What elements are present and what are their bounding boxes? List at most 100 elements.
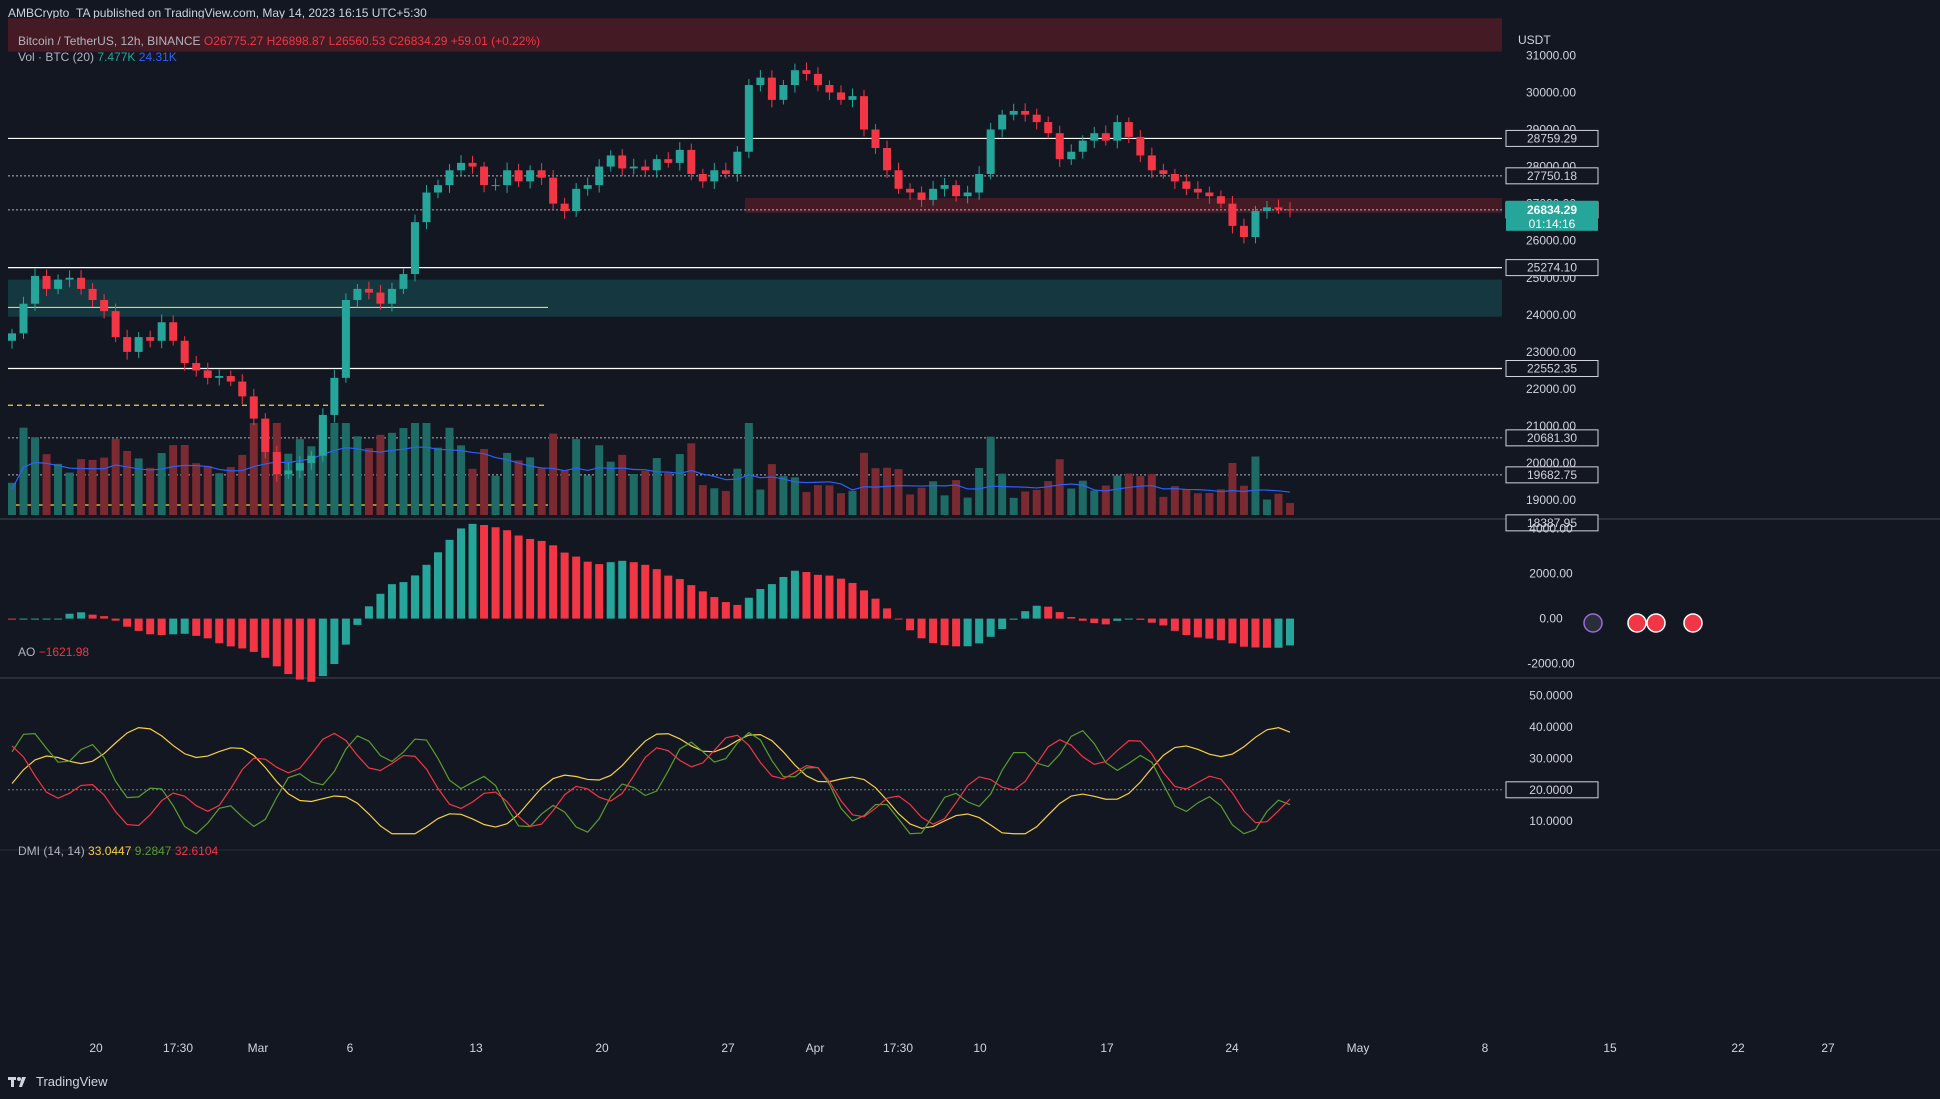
ao-bar — [595, 564, 604, 619]
volume-bar — [65, 472, 74, 515]
candle-body — [1147, 155, 1156, 171]
symbol-label[interactable]: Bitcoin / TetherUS, 12h, BINANCE — [18, 34, 201, 48]
candle-body — [192, 363, 201, 371]
volume-bar — [1078, 480, 1087, 515]
price-axis-tick: 23000.00 — [1526, 345, 1576, 359]
ao-bar — [744, 597, 753, 619]
level-label-box — [1505, 514, 1599, 532]
ao-bar — [710, 597, 719, 619]
candle-body — [721, 170, 730, 174]
volume-bar — [1136, 476, 1145, 515]
time-axis-tick: 27 — [1821, 1041, 1835, 1055]
volume-bar — [860, 452, 868, 515]
time-axis-tick: 20 — [89, 1041, 103, 1055]
level-label: 22552.35 — [1527, 361, 1577, 375]
ao-bar — [848, 582, 857, 619]
dmi-axis-tick: 30.0000 — [1529, 751, 1573, 765]
footer-brand[interactable]: TradingView — [36, 1074, 108, 1089]
candle-body — [1078, 140, 1087, 152]
time-axis-tick: 10 — [973, 1041, 987, 1055]
volume-bar — [1147, 473, 1156, 515]
candle-body — [134, 337, 143, 352]
ao-bar — [756, 589, 765, 619]
volume-bar — [1044, 481, 1053, 515]
candle-body — [100, 300, 109, 312]
level-label: 25274.10 — [1527, 261, 1577, 275]
candle-body — [146, 337, 155, 341]
candle-body — [238, 381, 247, 397]
ao-bar — [480, 525, 489, 619]
volume-bar — [1251, 456, 1260, 515]
ao-bar — [1159, 618, 1168, 626]
volume-bar — [929, 481, 938, 515]
volume-bar — [8, 482, 16, 515]
candle-body — [226, 375, 235, 382]
volume-bar — [906, 494, 915, 515]
level-label-box — [1505, 129, 1599, 147]
ao-bar — [134, 618, 143, 631]
volume-bar — [1216, 489, 1225, 515]
volume-bar — [77, 459, 86, 515]
candle-body — [8, 333, 16, 341]
level-label: 27750.18 — [1527, 169, 1577, 183]
volume-bar — [629, 474, 638, 515]
volume-bar — [1182, 489, 1191, 515]
ao-bar — [77, 612, 86, 619]
volume-bar — [698, 485, 707, 515]
flag-event-icon — [1627, 613, 1647, 633]
candle-body — [88, 288, 97, 301]
candle-body — [1239, 225, 1248, 237]
candle-body — [1228, 203, 1237, 226]
dmi-level-box — [1505, 781, 1599, 799]
volume-bar — [1286, 503, 1294, 515]
ao-bar — [491, 527, 500, 619]
candle-body — [376, 292, 385, 304]
tradingview-logo-icon — [8, 1076, 26, 1087]
candle-body — [399, 274, 408, 289]
candle-body — [468, 162, 477, 167]
candle-body — [629, 166, 638, 169]
volume-bar — [652, 458, 661, 515]
ao-bar — [100, 616, 109, 619]
ao-label[interactable]: AO — [18, 645, 36, 659]
volume-bar — [318, 423, 327, 515]
candle-body — [825, 85, 834, 93]
volume-label[interactable]: Vol · BTC (20) — [18, 50, 95, 64]
volume-bar — [1055, 459, 1064, 515]
ao-bar — [54, 618, 63, 620]
candle-body — [652, 159, 661, 171]
flag-event-icon — [1683, 613, 1703, 633]
current-price-label: 26834.29 — [1527, 203, 1577, 217]
candle-body — [664, 159, 673, 163]
candle-body — [272, 451, 281, 475]
ao-bar — [180, 618, 189, 634]
candle-body — [215, 375, 224, 378]
ao-bar — [261, 618, 270, 658]
candle-body — [583, 185, 592, 189]
candle-body — [457, 162, 466, 171]
time-axis-tick: 15 — [1603, 1041, 1617, 1055]
ao-bar — [503, 530, 512, 619]
volume-bar — [399, 428, 408, 515]
candle-body — [560, 203, 569, 212]
volume-bar — [238, 454, 247, 515]
ao-bar — [1286, 618, 1294, 646]
volume-bar — [952, 480, 961, 515]
ao-axis-tick: 2000.00 — [1529, 567, 1573, 581]
candle-body — [883, 148, 892, 171]
volume-bar — [998, 473, 1007, 515]
dmi-label[interactable]: DMI (14, 14) — [18, 844, 85, 858]
volume-bar — [410, 423, 419, 515]
dmi-axis-tick: 40.0000 — [1529, 720, 1573, 734]
level-label: 28759.29 — [1527, 131, 1577, 145]
candle-body — [77, 277, 86, 289]
ao-bar — [606, 562, 615, 619]
dmi-plus-line — [11, 729, 1291, 835]
volume-bar — [1021, 491, 1030, 515]
volume-bar — [641, 470, 650, 515]
candle-body — [1170, 173, 1179, 182]
volume-bar — [376, 434, 385, 515]
time-axis-tick: 6 — [347, 1041, 354, 1055]
